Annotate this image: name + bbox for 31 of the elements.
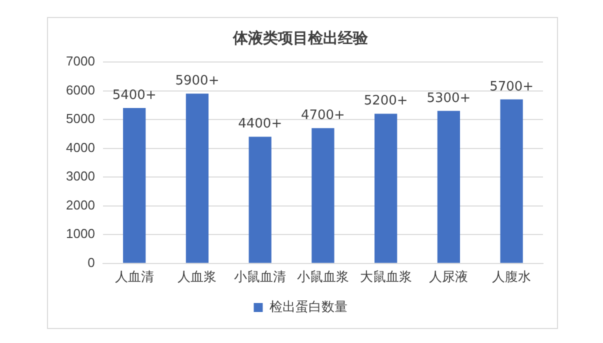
y-tick-label: 5000 [66, 111, 95, 126]
x-tick-label: 人血浆 [178, 268, 217, 284]
y-tick-label: 3000 [66, 168, 95, 184]
data-label: 5300+ [426, 90, 471, 106]
bar [374, 114, 398, 263]
data-label: 4700+ [300, 108, 345, 124]
x-tick-label: 人尿液 [429, 268, 468, 284]
bar [312, 128, 334, 263]
data-label: 5200+ [364, 94, 408, 109]
x-tick-label: 大鼠血浆 [360, 268, 412, 284]
y-tick-label: 6000 [66, 82, 95, 98]
legend-label: 检出蛋白数量 [269, 299, 348, 314]
chart-title: 体液类项目检出经验 [232, 29, 369, 48]
y-tick-label: 2000 [66, 197, 95, 212]
y-tick-label: 1000 [66, 226, 95, 242]
x-tick-label: 人血清 [114, 268, 154, 284]
x-tick-label: 人腹水 [492, 268, 532, 284]
bar [500, 99, 523, 263]
bar [437, 110, 460, 263]
bar [248, 136, 272, 263]
data-label: 5900+ [175, 74, 220, 89]
y-tick-label: 0 [88, 254, 95, 270]
data-label: 4400+ [238, 116, 282, 132]
bar [123, 108, 146, 263]
x-tick-label: 小鼠血浆 [296, 268, 349, 284]
bar [186, 94, 209, 263]
data-label: 5400+ [112, 88, 156, 103]
data-label: 5700+ [490, 79, 534, 94]
y-tick-label: 4000 [66, 140, 95, 155]
y-tick-label: 7000 [66, 54, 95, 69]
x-tick-label: 小鼠血清 [234, 268, 286, 284]
